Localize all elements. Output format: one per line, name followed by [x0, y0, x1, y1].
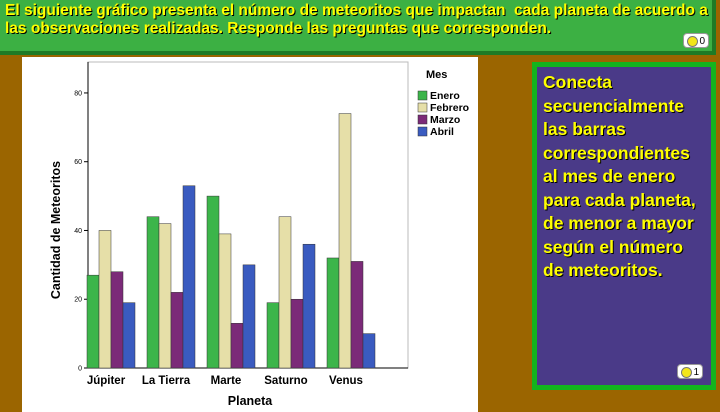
bar[interactable] — [266, 302, 280, 369]
x-tick-label: Venus — [329, 375, 363, 387]
bar[interactable] — [206, 195, 220, 369]
chart: 0 20 40 60 80 Júpiter La Tierra Marte Saturno Ven… — [22, 57, 478, 412]
bar — [182, 185, 196, 369]
legend-label: Enero — [430, 90, 460, 102]
bar — [278, 216, 292, 369]
instruction-panel: Conecta secuencialmente las barras corre… — [532, 62, 716, 390]
y-tick-label: 60 — [74, 159, 82, 166]
legend-label: Abril — [430, 126, 454, 138]
x-tick-label: Saturno — [264, 375, 307, 387]
x-tick-label: Júpiter — [87, 375, 126, 387]
legend-swatch — [417, 126, 428, 137]
legend-label: Marzo — [430, 114, 460, 126]
y-tick-label: 20 — [74, 297, 82, 304]
bar[interactable] — [86, 274, 100, 369]
bar — [218, 233, 232, 369]
bar — [242, 264, 256, 369]
bar — [170, 292, 184, 369]
y-tick-label: 40 — [74, 228, 82, 235]
legend-label: Febrero — [430, 102, 469, 114]
score-badge[interactable]: 1 — [677, 364, 703, 379]
x-tick-label: Marte — [211, 375, 242, 387]
legend-swatch — [417, 114, 428, 125]
instruction-text: Conecta secuencialmente las barras corre… — [543, 72, 696, 280]
legend-swatch — [417, 90, 428, 101]
bar — [338, 113, 352, 369]
bar — [350, 261, 364, 369]
x-axis-label: Planeta — [228, 394, 274, 408]
bar — [290, 298, 304, 369]
bar — [122, 302, 136, 369]
bar — [158, 223, 172, 369]
y-axis-label: Cantidad de Meteoritos — [49, 161, 63, 299]
legend-swatch — [417, 102, 428, 113]
bar[interactable] — [146, 216, 160, 369]
bar — [362, 333, 376, 369]
header: El siguiente gráfico presenta el número … — [0, 0, 716, 55]
bar[interactable] — [326, 257, 340, 369]
bar — [110, 271, 124, 369]
bar — [98, 230, 112, 369]
score-badge[interactable]: 0 — [683, 33, 709, 48]
bar — [230, 323, 244, 369]
header-text: El siguiente gráfico presenta el número … — [5, 2, 713, 37]
y-tick-label: 0 — [78, 366, 82, 373]
bar — [302, 243, 316, 369]
legend-title: Mes — [426, 69, 447, 81]
y-tick-label: 80 — [74, 90, 82, 97]
x-tick-label: La Tierra — [142, 375, 191, 387]
